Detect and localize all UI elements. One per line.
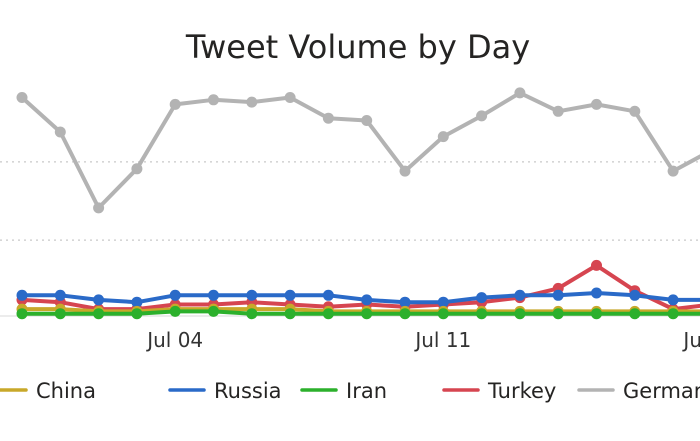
series-line-iran <box>20 309 700 316</box>
data-point-german-media[interactable] <box>361 115 373 126</box>
data-point-german-media[interactable] <box>591 98 602 110</box>
data-point-russia[interactable] <box>16 289 28 301</box>
data-point-iran[interactable] <box>399 308 411 320</box>
x-tick-label: Jul 04 <box>145 328 203 352</box>
data-point-russia[interactable] <box>399 296 411 308</box>
data-point-german-media[interactable] <box>399 165 411 177</box>
data-point-iran[interactable] <box>591 308 602 320</box>
data-point-iran[interactable] <box>514 308 526 320</box>
data-point-russia[interactable] <box>284 289 296 301</box>
x-tick-label: Jul 18 <box>681 328 700 352</box>
legend-item-german-media[interactable]: German Media <box>577 379 700 403</box>
legend-label: German Media <box>623 379 700 403</box>
data-point-russia[interactable] <box>93 294 105 306</box>
data-point-german-media[interactable] <box>514 87 526 99</box>
plot-area <box>16 87 700 320</box>
data-point-german-media[interactable] <box>667 165 679 177</box>
legend-item-china[interactable]: China <box>0 379 96 403</box>
data-point-iran[interactable] <box>361 308 373 320</box>
data-point-iran[interactable] <box>54 308 66 320</box>
legend-item-turkey[interactable]: Turkey <box>442 379 556 403</box>
data-point-german-media[interactable] <box>54 126 66 138</box>
data-point-german-media[interactable] <box>131 163 143 175</box>
data-point-german-media[interactable] <box>322 112 334 124</box>
legend-label: Iran <box>346 379 387 403</box>
legend-label: Turkey <box>487 379 556 403</box>
data-point-russia[interactable] <box>514 289 526 301</box>
data-point-german-media[interactable] <box>93 202 105 214</box>
data-point-german-media[interactable] <box>208 94 219 106</box>
legend-label: Russia <box>214 379 282 403</box>
data-point-german-media[interactable] <box>629 105 641 117</box>
data-point-russia[interactable] <box>667 294 679 306</box>
data-point-russia[interactable] <box>322 289 334 301</box>
x-axis: Jul 04 Jul 11 Jul 18 <box>145 328 700 352</box>
data-point-iran[interactable] <box>476 308 488 320</box>
x-tick-label: Jul 11 <box>413 328 471 352</box>
data-point-russia[interactable] <box>629 289 641 301</box>
data-point-german-media[interactable] <box>246 96 258 108</box>
data-point-iran[interactable] <box>16 308 28 320</box>
data-point-iran[interactable] <box>322 308 334 320</box>
data-point-russia[interactable] <box>208 289 219 301</box>
data-point-russia[interactable] <box>54 289 66 301</box>
legend-item-iran[interactable]: Iran <box>300 379 387 403</box>
data-point-russia[interactable] <box>361 294 373 306</box>
data-point-iran[interactable] <box>131 308 143 320</box>
legend: China Russia Iran Turkey German Media <box>0 379 700 403</box>
chart-title: Tweet Volume by Day <box>185 28 530 66</box>
data-point-iran[interactable] <box>284 308 296 320</box>
data-point-german-media[interactable] <box>16 92 28 103</box>
data-point-iran[interactable] <box>629 308 641 320</box>
data-point-russia[interactable] <box>131 296 143 308</box>
data-point-german-media[interactable] <box>284 92 296 103</box>
legend-label: China <box>36 379 96 403</box>
data-point-iran[interactable] <box>208 305 219 317</box>
data-point-german-media[interactable] <box>552 105 564 117</box>
data-point-iran[interactable] <box>169 305 181 317</box>
data-point-iran[interactable] <box>93 308 105 320</box>
data-point-iran[interactable] <box>667 308 679 320</box>
data-point-russia[interactable] <box>246 289 258 301</box>
series-line-turkey <box>20 263 700 312</box>
series-russia <box>16 287 700 308</box>
data-point-german-media[interactable] <box>476 110 488 122</box>
series-line-russia <box>20 291 700 305</box>
data-point-russia[interactable] <box>169 289 181 301</box>
data-point-german-media[interactable] <box>169 98 181 110</box>
data-point-turkey[interactable] <box>591 259 602 271</box>
data-point-russia[interactable] <box>591 287 602 299</box>
series-german-media <box>16 87 700 214</box>
data-point-german-media[interactable] <box>437 131 449 143</box>
gridlines <box>0 161 700 317</box>
data-point-russia[interactable] <box>552 289 564 301</box>
series-iran <box>16 305 700 320</box>
series-line-china <box>20 307 700 314</box>
data-point-iran[interactable] <box>552 308 564 320</box>
data-point-russia[interactable] <box>437 296 449 308</box>
series-line-german-media <box>20 90 700 210</box>
data-point-russia[interactable] <box>476 292 488 304</box>
data-point-iran[interactable] <box>437 308 449 320</box>
legend-item-russia[interactable]: Russia <box>168 379 282 403</box>
data-point-iran[interactable] <box>246 308 258 320</box>
